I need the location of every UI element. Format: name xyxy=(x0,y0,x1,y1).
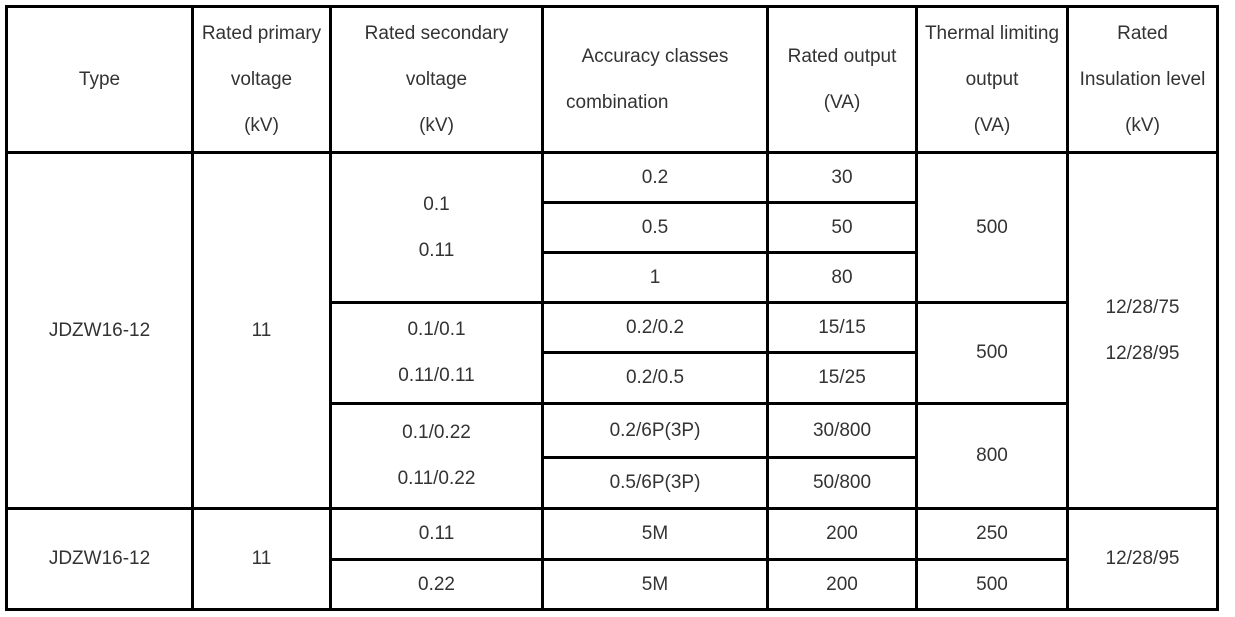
table-row: 0.5/6P(3P) 50/800 xyxy=(7,456,1218,510)
output-cell: 200 xyxy=(766,507,918,561)
accuracy-cell: 0.2/0.2 xyxy=(541,301,769,354)
header-primary-voltage: Rated primary voltage (kV) xyxy=(191,5,332,154)
table-row: 1 80 xyxy=(7,251,1218,304)
thermal-output-cell: 250 xyxy=(915,507,1069,561)
insulation-cell: 12/28/95 xyxy=(1066,507,1219,611)
table-row: 0.22 5M 200 500 xyxy=(7,558,1218,611)
accuracy-cell: 0.5 xyxy=(541,201,769,254)
thermal-output-cell: 500 xyxy=(915,301,1069,405)
accuracy-cell: 5M xyxy=(541,507,769,561)
accuracy-cell: 0.2/0.5 xyxy=(541,351,769,405)
output-cell: 200 xyxy=(766,558,918,611)
header-accuracy: Accuracy classes combination xyxy=(541,5,769,154)
thermal-output-cell: 500 xyxy=(915,151,1069,304)
insulation-cell: 12/28/75 12/28/95 xyxy=(1066,151,1219,510)
primary-voltage-cell: 11 xyxy=(191,507,332,611)
thermal-output-cell: 800 xyxy=(915,402,1069,510)
header-rated-output: Rated output (VA) xyxy=(766,5,918,154)
output-cell: 15/25 xyxy=(766,351,918,405)
type-cell: JDZW16-12 xyxy=(5,151,194,510)
header-thermal-output: Thermal limiting output (VA) xyxy=(915,5,1069,154)
accuracy-cell: 5M xyxy=(541,558,769,611)
output-cell: 30 xyxy=(766,151,918,204)
table-row: 0.1/0.1 0.11/0.11 0.2/0.2 15/15 500 xyxy=(7,301,1218,405)
secondary-voltage-cell: 0.1/0.22 0.11/0.22 xyxy=(329,402,544,510)
header-row: Type Rated primary voltage (kV) Rated se… xyxy=(5,5,1219,154)
header-type: Type xyxy=(5,5,194,154)
primary-voltage-cell: 11 xyxy=(191,151,332,510)
table-row: JDZW16-12 11 0.11 5M 200 250 12/28/95 xyxy=(5,507,1219,611)
accuracy-cell: 0.5/6P(3P) xyxy=(541,456,769,510)
thermal-output-cell: 500 xyxy=(915,558,1069,611)
table-row: 0.5 50 xyxy=(7,201,1218,254)
table-row: 0.2/0.5 15/25 xyxy=(7,351,1218,405)
output-cell: 80 xyxy=(766,251,918,304)
table-row: JDZW16-12 11 0.1 0.11 0.2 30 500 12/28/7… xyxy=(5,151,1219,510)
type-cell: JDZW16-12 xyxy=(5,507,194,611)
accuracy-cell: 0.2 xyxy=(541,151,769,204)
header-insulation: Rated Insulation level (kV) xyxy=(1066,5,1219,154)
output-cell: 15/15 xyxy=(766,301,918,354)
output-cell: 50/800 xyxy=(766,456,918,510)
accuracy-cell: 0.2/6P(3P) xyxy=(541,402,769,459)
output-cell: 30/800 xyxy=(766,402,918,459)
secondary-voltage-cell: 0.1 0.11 xyxy=(329,151,544,304)
output-cell: 50 xyxy=(766,201,918,254)
table-row: 0.1/0.22 0.11/0.22 0.2/6P(3P) 30/800 800 xyxy=(7,402,1218,510)
secondary-voltage-cell: 0.22 xyxy=(329,558,544,611)
spec-table: Type Rated primary voltage (kV) Rated se… xyxy=(5,5,1219,611)
accuracy-cell: 1 xyxy=(541,251,769,304)
secondary-voltage-cell: 0.1/0.1 0.11/0.11 xyxy=(329,301,544,405)
header-secondary-voltage: Rated secondary voltage (kV) xyxy=(329,5,544,154)
secondary-voltage-cell: 0.11 xyxy=(329,507,544,561)
